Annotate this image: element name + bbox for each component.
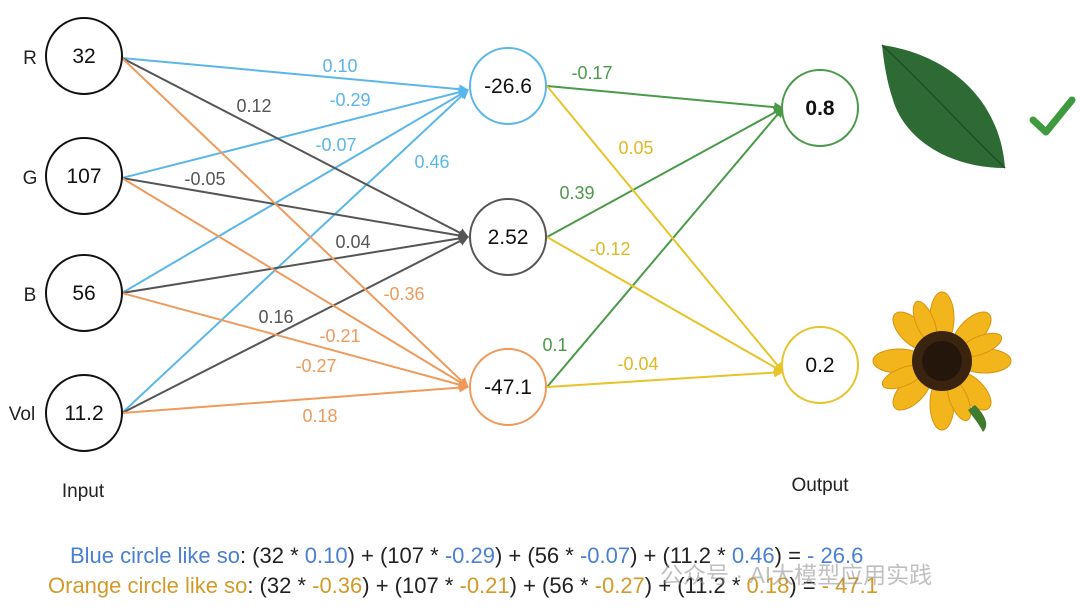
edge-r-blue (121, 57, 469, 95)
edge-h3-out2 (546, 367, 784, 388)
edge-h1-out2 (546, 85, 784, 373)
formula-blue-part4: ) + (11.2 * (630, 543, 732, 568)
edge-r-orange (121, 57, 469, 388)
formula-blue-part5: ) = (774, 543, 808, 568)
input-label-r: R (23, 48, 37, 69)
formula-blue-prefix: Blue circle like so (70, 543, 240, 568)
weight-r-dark: 0.12 (236, 96, 271, 116)
weight-h2-green: 0.39 (559, 183, 594, 203)
input-node-b (45, 254, 123, 332)
sunflower-icon (872, 291, 1012, 432)
edge-h3-out1 (546, 107, 784, 388)
input-label-b: B (24, 285, 37, 306)
output-value-sunflower: 0.2 (805, 354, 834, 377)
edge-g-dark (121, 177, 469, 241)
weight-h3-green: 0.1 (542, 335, 567, 355)
formula-orange-part2: ) + (107 * (362, 573, 460, 598)
checkmark-icon (1029, 96, 1076, 136)
weight-r-blue: 0.10 (322, 56, 357, 76)
edge-vol-blue (121, 89, 469, 414)
weight-vol-orange: 0.18 (302, 406, 337, 426)
edge-r-dark (121, 57, 469, 238)
formula-blue-weight3: -0.07 (579, 543, 631, 568)
output-node-leaf (781, 69, 859, 147)
formula-orange-part3: ) + (56 * (509, 573, 595, 598)
weight-vol-blue: 0.46 (414, 152, 449, 172)
weight-h1-yellow: 0.05 (618, 138, 653, 158)
output-node-sunflower (781, 326, 859, 404)
formula-blue: Blue circle like so: (32 * 0.10) + (107 … (70, 543, 1080, 569)
watermark: 公众号 · AI大模型应用实践 (660, 562, 933, 588)
weight-b-dark: 0.04 (335, 232, 370, 252)
hidden-value-blue: -26.6 (484, 75, 532, 98)
weight-r-orange: -0.36 (383, 284, 424, 304)
input-layer-label: Input (62, 481, 105, 502)
edge-b-blue (121, 89, 469, 294)
input-node-r (45, 17, 123, 95)
formula-orange-part1: : (32 * (247, 573, 313, 598)
edge-g-blue (121, 87, 469, 179)
input-value-vol: 11.2 (64, 402, 103, 425)
hidden-node-orange (469, 348, 547, 426)
formula-orange-weight3: -0.27 (594, 573, 645, 598)
input-label-vol: Vol (9, 404, 35, 425)
weight-h1-green: -0.17 (571, 63, 612, 83)
input-value-g: 107 (66, 165, 101, 188)
hidden-value-orange: -47.1 (484, 376, 532, 399)
weight-g-blue: -0.29 (329, 90, 370, 110)
formula-orange: Orange circle like so: (32 * -0.36) + (1… (48, 573, 1080, 599)
input-label-g: G (23, 168, 38, 189)
weight-vol-dark: 0.16 (258, 307, 293, 327)
edge-b-orange (121, 292, 469, 390)
formula-blue-weight2: -0.29 (444, 543, 495, 568)
edge-h1-out1 (546, 85, 784, 113)
hidden-node-blue (469, 47, 547, 125)
formula-orange-weight2: -0.21 (459, 573, 510, 598)
weight-h3-yellow: -0.04 (617, 354, 658, 374)
formula-blue-part2: ) + (107 * (347, 543, 445, 568)
formula-blue-part1: : (32 * (239, 543, 305, 568)
formula-blue-part3: ) + (56 * (494, 543, 580, 568)
formula-blue-weight4: 0.46 (731, 543, 775, 568)
weight-g-dark: -0.05 (184, 169, 225, 189)
weight-g-orange: -0.21 (319, 326, 360, 346)
output-layer-label: Output (791, 475, 849, 496)
edge-vol-orange (121, 382, 469, 414)
formula-orange-result: - 47.1 (821, 573, 878, 598)
input-node-vol (45, 374, 123, 452)
edge-h2-out1 (546, 107, 784, 238)
formula-orange-prefix: Orange circle like so (48, 573, 248, 598)
formula-orange-weight1: -0.36 (312, 573, 363, 598)
edge-g-orange (121, 177, 469, 388)
formula-blue-result: - 26.6 (807, 543, 864, 568)
hidden-value-dark: 2.52 (488, 226, 529, 249)
input-node-g (45, 137, 123, 215)
formula-orange-part4: ) + (11.2 * (644, 573, 747, 598)
weight-h2-yellow: -0.12 (589, 239, 630, 259)
output-value-leaf: 0.8 (805, 97, 835, 120)
input-value-r: 32 (72, 45, 95, 68)
edge-b-dark (121, 233, 469, 294)
hidden-node-dark (469, 198, 547, 276)
edge-h2-out2 (546, 236, 784, 373)
formula-orange-weight4: 0.18 (746, 573, 790, 598)
edge-vol-dark (121, 236, 469, 414)
weight-b-orange: -0.27 (295, 356, 336, 376)
formula-blue-weight1: 0.10 (304, 543, 348, 568)
weight-b-blue: -0.07 (315, 135, 356, 155)
input-value-b: 56 (72, 282, 95, 305)
formula-orange-part5: ) = (789, 573, 822, 598)
leaf-icon (881, 44, 1006, 169)
